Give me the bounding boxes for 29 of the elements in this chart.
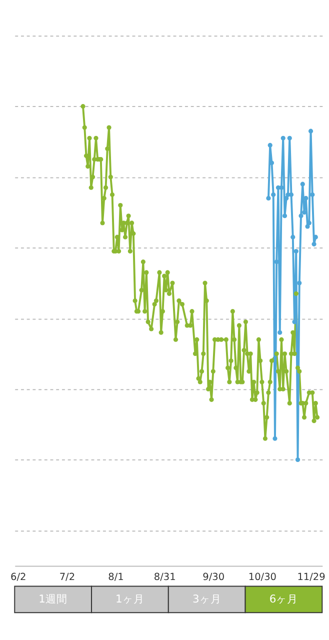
point: [271, 192, 276, 197]
point: [298, 214, 304, 218]
point: [282, 214, 288, 218]
point: [312, 242, 316, 246]
point: [300, 182, 305, 186]
x-tick-label: 7/2: [59, 572, 76, 583]
point: [279, 185, 284, 190]
point: [295, 457, 300, 462]
x-tick-label: 8/31: [154, 572, 176, 583]
point: [308, 128, 314, 134]
point: [297, 280, 302, 286]
point: [305, 224, 310, 229]
x-tick-label: 6/2: [10, 572, 26, 583]
point: [272, 436, 278, 441]
text: 6ヶ月: [269, 592, 298, 606]
x-tick-label: 11/29: [297, 572, 326, 583]
x-tick-label: 8/1: [108, 572, 124, 583]
x-tick-label: 9/30: [202, 572, 225, 583]
point: [287, 136, 292, 140]
point: [290, 234, 296, 240]
point: [310, 192, 315, 197]
x-tick-label: 10/30: [248, 572, 277, 583]
point: [274, 260, 279, 264]
point: [268, 142, 272, 148]
point: [294, 248, 298, 254]
point: [266, 196, 271, 201]
point: [278, 330, 282, 335]
point: [280, 136, 286, 140]
point: [304, 196, 308, 201]
